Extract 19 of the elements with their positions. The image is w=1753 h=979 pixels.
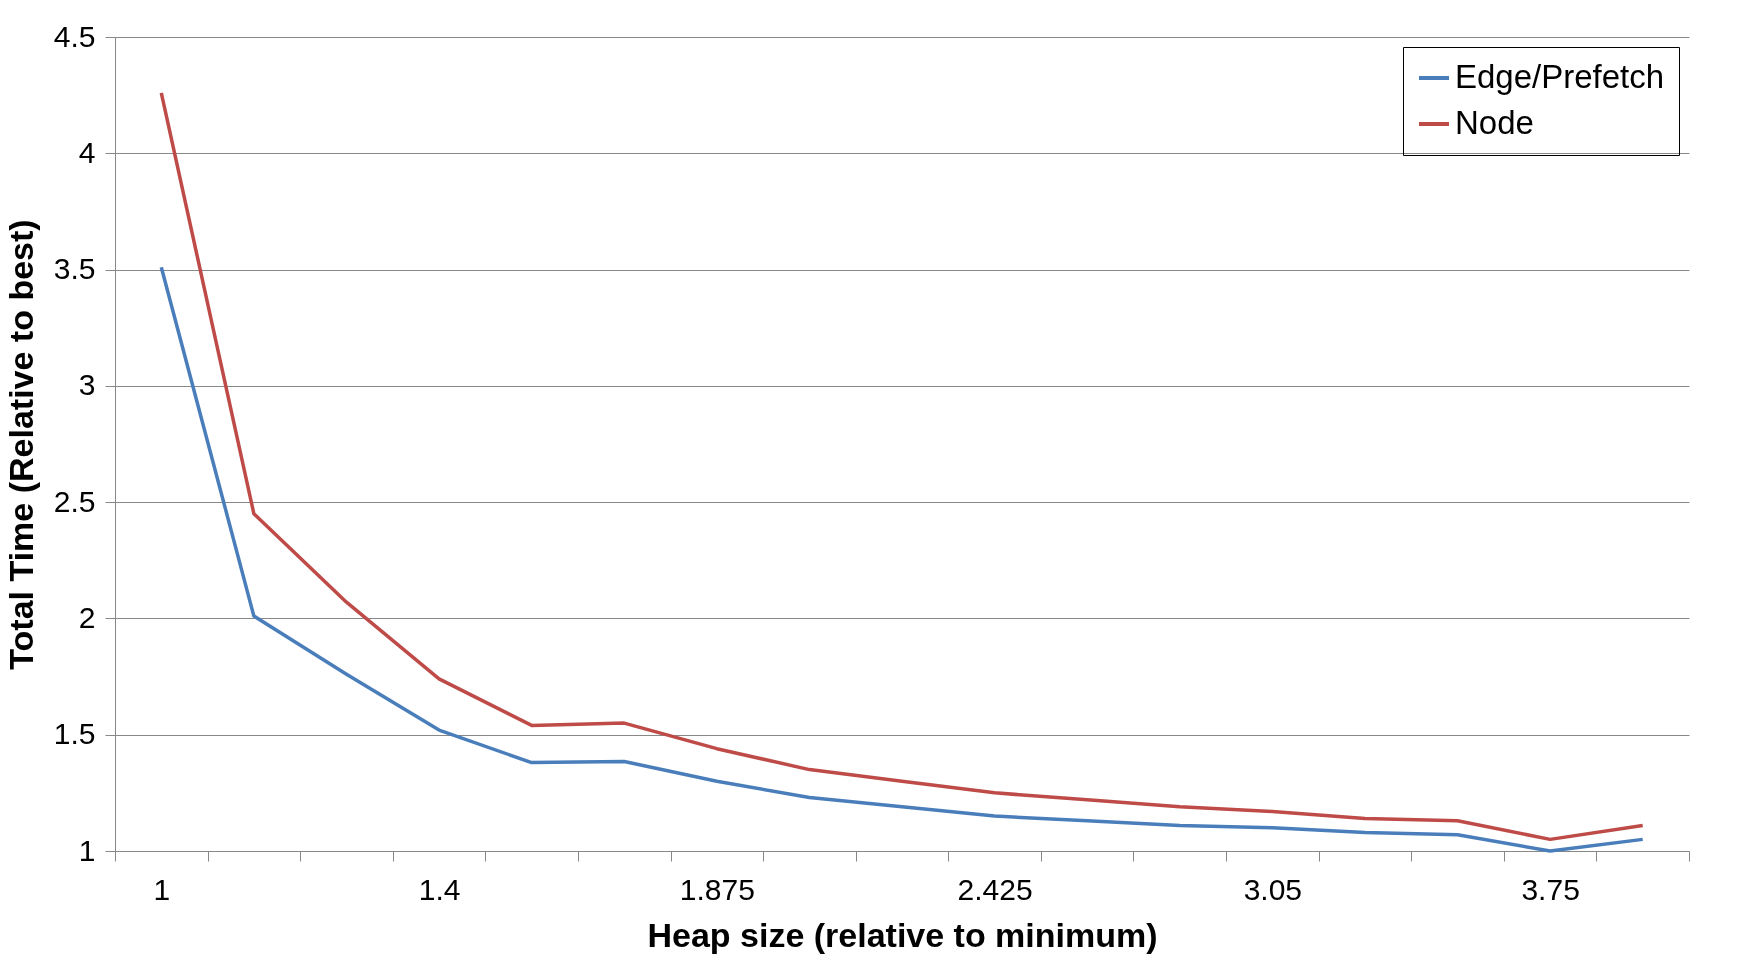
x-tick-label: 3.05 — [1243, 872, 1303, 906]
x-tick-label: 1 — [153, 872, 171, 906]
y-tick-label: 2 — [78, 600, 96, 634]
line-series — [159, 265, 1645, 853]
y-tick-label: 3 — [78, 368, 96, 402]
y-tick-label: 3.5 — [53, 252, 96, 286]
y-tick-label: 4 — [78, 135, 96, 169]
y-tick-label: 1 — [78, 833, 96, 867]
x-tick-label: 2.425 — [957, 872, 1033, 906]
x-axis-title: Heap size (relative to minimum) — [647, 915, 1158, 954]
y-tick-label: 1.5 — [53, 717, 96, 751]
y-tick-label: 2.5 — [53, 484, 96, 518]
x-tick-label: 1.875 — [679, 872, 755, 906]
legend-label: Edge/Prefetch — [1455, 58, 1665, 95]
y-axis-title: Total Time (Relative to best) — [1, 219, 40, 670]
x-tick-label: 3.75 — [1521, 872, 1580, 906]
y-tick-label: 4.5 — [53, 19, 96, 53]
x-tick-label: 1.4 — [418, 872, 461, 906]
legend-label: Node — [1455, 104, 1534, 141]
